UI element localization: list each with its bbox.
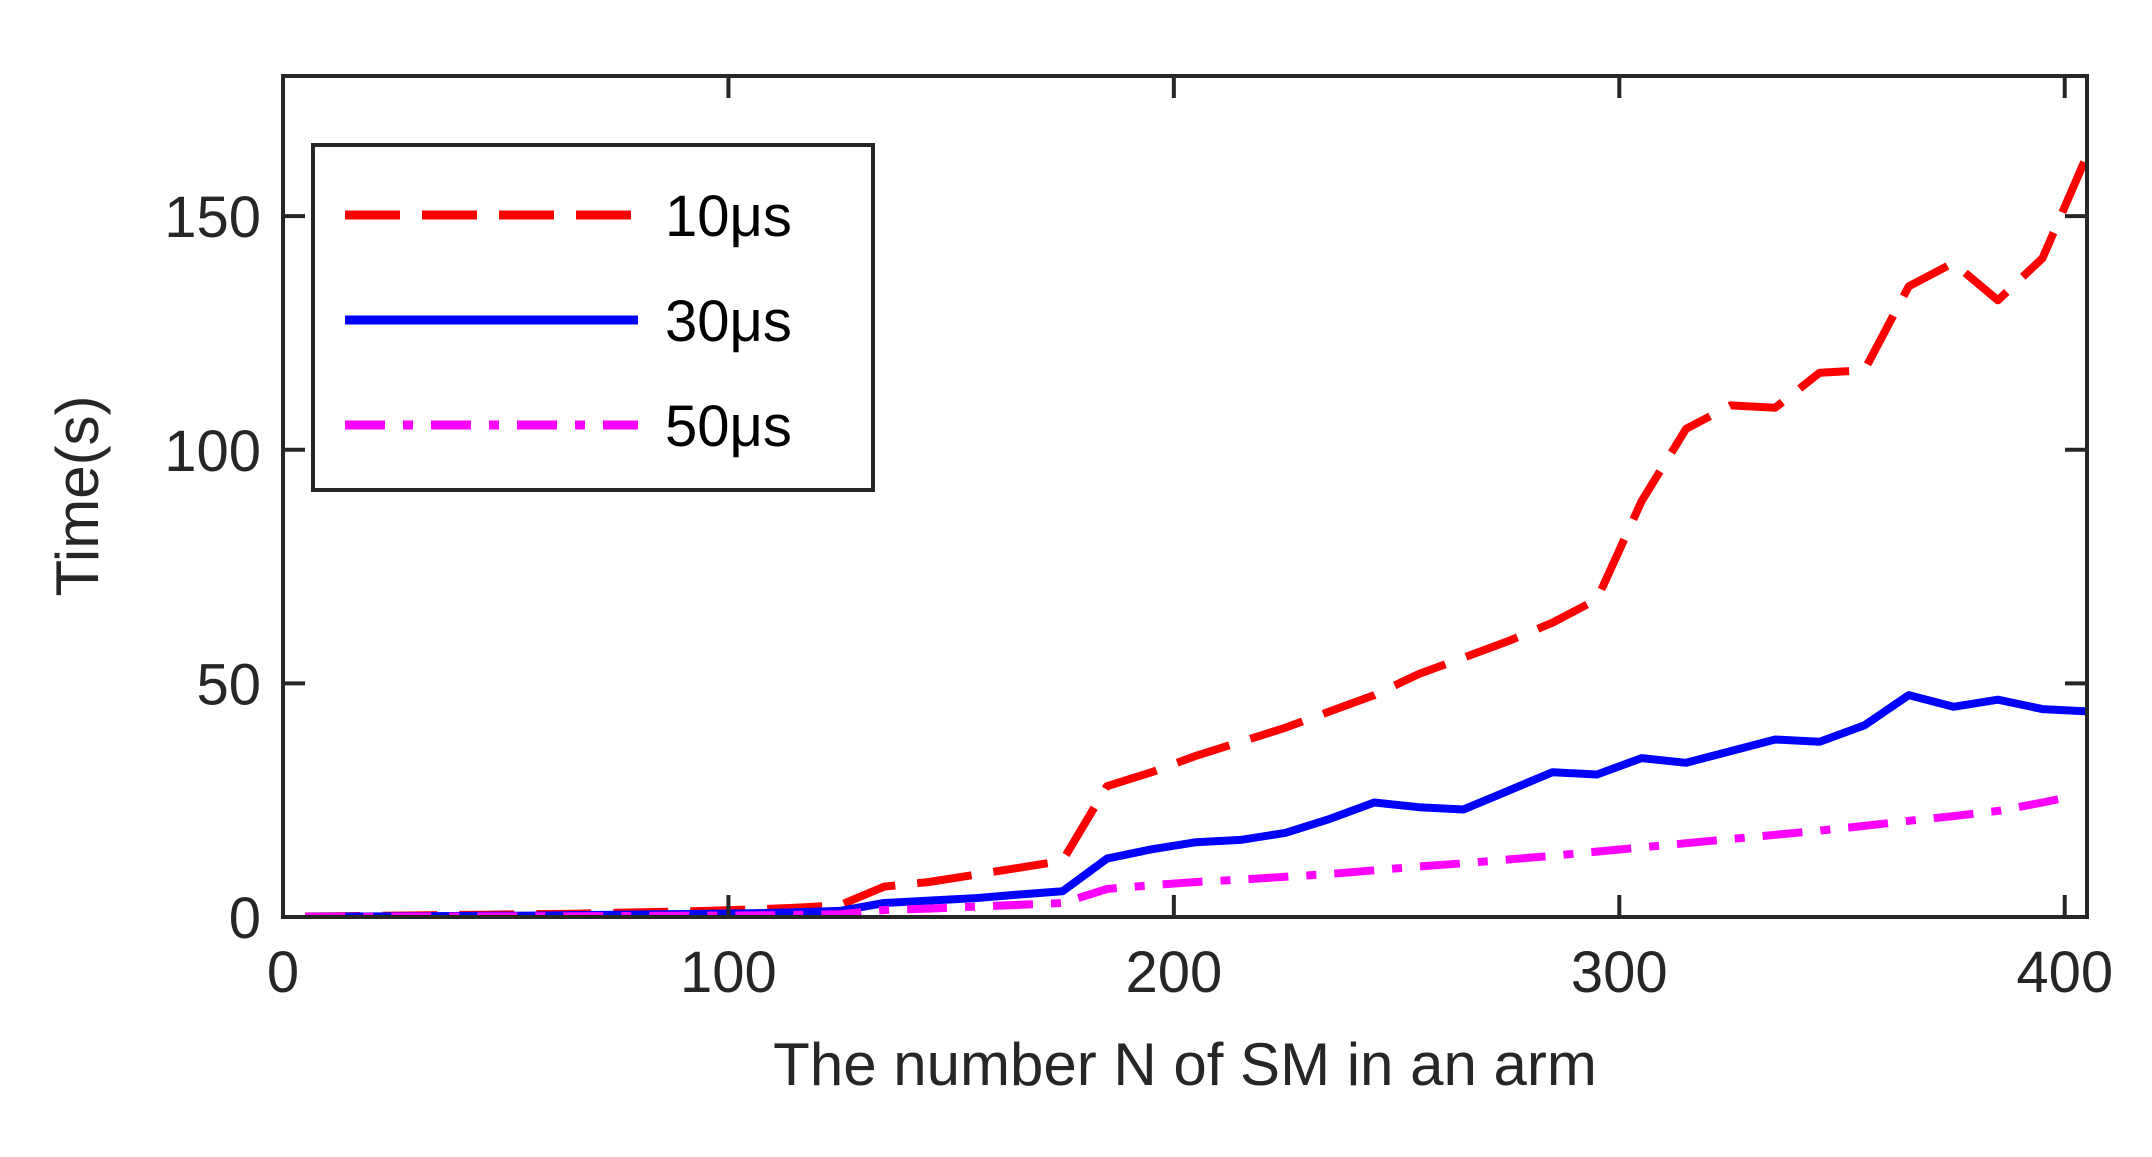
legend-label-50us: 50μs: [665, 394, 792, 459]
y-tick-label: 50: [196, 652, 261, 717]
y-tick-label: 100: [164, 419, 261, 484]
legend-label-10us: 10μs: [665, 184, 792, 249]
y-axis-label: Time(s): [44, 395, 111, 596]
legend: 10μs 30μs 50μs: [311, 143, 875, 492]
x-tick-label: 0: [267, 940, 299, 1005]
x-tick-label: 100: [680, 940, 777, 1005]
tick-layer: 0 100 200 300 400 0 50 100 150: [164, 76, 2113, 1005]
plot-frame: [281, 74, 2089, 919]
y-tick-label: 0: [229, 886, 261, 951]
x-tick-label: 300: [1571, 940, 1668, 1005]
x-axis-label: The number N of SM in an arm: [773, 1031, 1597, 1098]
legend-label-30us: 30μs: [665, 289, 792, 354]
y-tick-label: 150: [164, 185, 261, 250]
x-tick-label: 400: [2016, 940, 2113, 1005]
x-tick-label: 200: [1125, 940, 1222, 1005]
series-line-10s: [305, 153, 2087, 917]
